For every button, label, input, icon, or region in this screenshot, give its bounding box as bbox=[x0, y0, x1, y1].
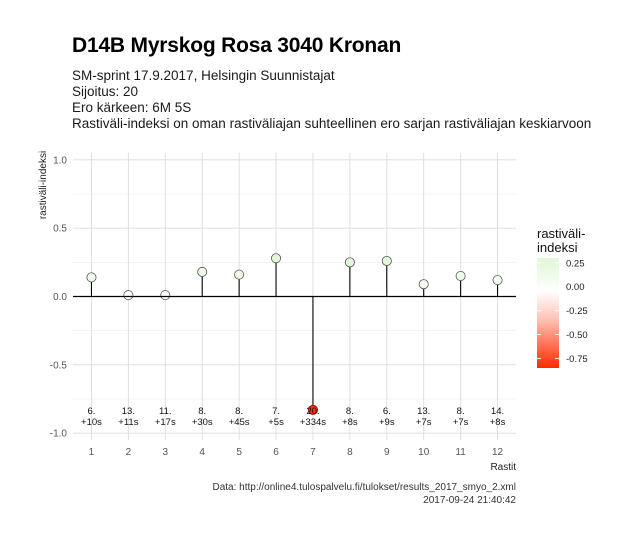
rank-label: 7. bbox=[272, 406, 280, 417]
rank-label: 6. bbox=[87, 406, 95, 417]
diff-label: +7s bbox=[453, 417, 469, 428]
lollipop-point bbox=[418, 279, 429, 290]
rank-label: 14. bbox=[491, 406, 504, 417]
x-axis-title: Rastit bbox=[490, 462, 516, 473]
y-axis-title: rastiväli-indeksi bbox=[38, 151, 49, 219]
lollipop-point bbox=[160, 290, 171, 301]
diff-label: +45s bbox=[229, 417, 250, 428]
diff-label: +30s bbox=[192, 417, 213, 428]
color-legend: rastiväli-indeksi 0.25 0.00 -0.25 -0.50 -0.75 bbox=[537, 226, 588, 368]
rank-label: 13. bbox=[417, 406, 430, 417]
x-tick-label: 11 bbox=[455, 447, 466, 458]
legend-tick-label: -0.75 bbox=[566, 354, 588, 365]
y-tick-label: 0.0 bbox=[53, 292, 67, 303]
legend-colorbar bbox=[537, 258, 559, 368]
y-tick-label: 0.5 bbox=[53, 224, 67, 235]
subtitle-event: SM-sprint 17.9.2017, Helsingin Suunnista… bbox=[72, 68, 335, 83]
x-tick-label: 12 bbox=[492, 447, 504, 458]
x-tick-label: 7 bbox=[310, 447, 316, 458]
rank-label: 13. bbox=[122, 406, 135, 417]
rank-label: 8. bbox=[235, 406, 243, 417]
x-tick-label: 6 bbox=[273, 447, 279, 458]
rank-label: 8. bbox=[198, 406, 206, 417]
legend-tick-label: 0.25 bbox=[566, 258, 585, 269]
x-tick-label: 1 bbox=[89, 447, 95, 458]
subtitle-description: Rastiväli-indeksi on oman rastiväliajan … bbox=[72, 116, 592, 131]
data-source: Data: http://online4.tulospalvelu.fi/tul… bbox=[212, 482, 516, 493]
lollipop-stems bbox=[90, 258, 499, 410]
legend-title: rastiväli- bbox=[537, 226, 585, 241]
axes: 1.00.50.0-0.5-1.01 2 3 4 5 6 7 8 9 10 11 12Rastitra… bbox=[38, 151, 516, 473]
x-tick-label: 5 bbox=[236, 447, 242, 458]
rank-label: 6. bbox=[383, 406, 391, 417]
diff-label: +5s bbox=[268, 417, 284, 428]
x-tick-label: 8 bbox=[347, 447, 353, 458]
lollipop-point bbox=[271, 253, 282, 264]
lollipop-point bbox=[381, 255, 392, 266]
y-tick-label: 1.0 bbox=[53, 155, 67, 166]
diff-label: +334s bbox=[300, 417, 326, 428]
lollipop-point bbox=[344, 257, 355, 268]
x-tick-label: 2 bbox=[126, 447, 132, 458]
x-tick-label: 4 bbox=[199, 447, 205, 458]
diff-label: +8s bbox=[342, 417, 358, 428]
lollipop-point bbox=[86, 272, 97, 283]
lollipop-point bbox=[455, 270, 466, 281]
lollipop-point bbox=[492, 275, 503, 286]
lollipop-point bbox=[197, 266, 208, 277]
legend-tick-label: -0.50 bbox=[566, 330, 588, 341]
diff-label: +17s bbox=[155, 417, 176, 428]
diff-label: +10s bbox=[81, 417, 102, 428]
rank-label: 8. bbox=[346, 406, 354, 417]
diff-label: +9s bbox=[379, 417, 395, 428]
y-tick-label: -1.0 bbox=[50, 429, 68, 440]
legend-title: indeksi bbox=[537, 240, 578, 255]
timestamp: 2017-09-24 21:40:42 bbox=[423, 495, 516, 506]
x-tick-label: 3 bbox=[163, 447, 169, 458]
split-labels: 6.+10s13.+11s11.+17s8.+30s8.+45s7.+5s20.… bbox=[81, 406, 506, 428]
lollipop-point bbox=[123, 290, 134, 301]
diff-label: +11s bbox=[118, 417, 138, 428]
chart-title: D14B Myrskog Rosa 3040 Kronan bbox=[72, 34, 402, 57]
rank-label: 20. bbox=[306, 406, 319, 417]
lollipop-point bbox=[234, 269, 245, 280]
lollipop-point bbox=[307, 404, 318, 415]
rank-label: 11. bbox=[159, 406, 172, 417]
diff-label: +7s bbox=[416, 417, 432, 428]
legend-tick-label: -0.25 bbox=[566, 306, 588, 317]
x-tick-label: 10 bbox=[418, 447, 430, 458]
x-tick-label: 9 bbox=[384, 447, 390, 458]
diff-label: +8s bbox=[490, 417, 506, 428]
subtitle-gap: Ero kärkeen: 6M 5S bbox=[72, 100, 192, 115]
legend-tick-label: 0.00 bbox=[566, 282, 585, 293]
lollipop-points bbox=[86, 253, 503, 415]
subtitle-rank: Sijoitus: 20 bbox=[72, 84, 139, 99]
y-tick-label: -0.5 bbox=[50, 360, 68, 371]
rank-label: 8. bbox=[457, 406, 465, 417]
